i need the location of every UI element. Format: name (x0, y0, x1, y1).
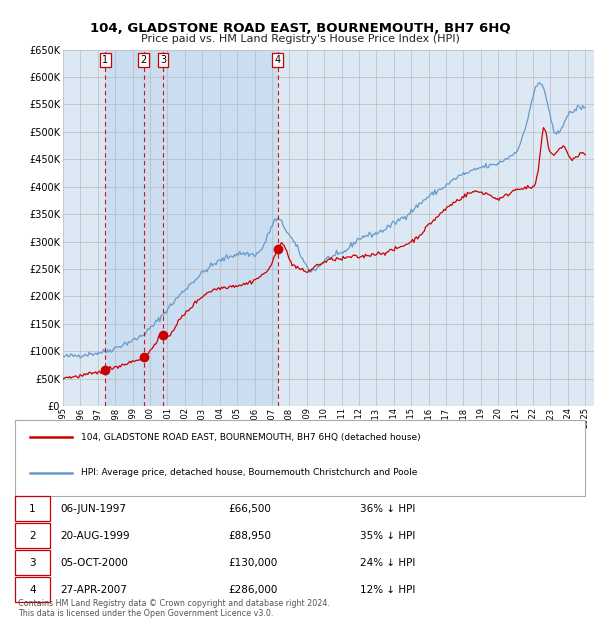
Text: 2: 2 (29, 531, 36, 541)
Text: 104, GLADSTONE ROAD EAST, BOURNEMOUTH, BH7 6HQ (detached house): 104, GLADSTONE ROAD EAST, BOURNEMOUTH, B… (81, 433, 421, 441)
Text: 4: 4 (29, 585, 36, 595)
FancyBboxPatch shape (15, 497, 50, 521)
Text: £88,950: £88,950 (228, 531, 271, 541)
Text: HPI: Average price, detached house, Bournemouth Christchurch and Poole: HPI: Average price, detached house, Bour… (81, 468, 418, 477)
Text: £66,500: £66,500 (228, 504, 271, 514)
Text: Contains HM Land Registry data © Crown copyright and database right 2024.
This d: Contains HM Land Registry data © Crown c… (18, 598, 330, 618)
Text: 05-OCT-2000: 05-OCT-2000 (60, 558, 128, 568)
Text: 36% ↓ HPI: 36% ↓ HPI (360, 504, 415, 514)
Bar (106, 50, 278, 406)
Text: 06-JUN-1997: 06-JUN-1997 (60, 504, 126, 514)
Text: 35% ↓ HPI: 35% ↓ HPI (360, 531, 415, 541)
FancyBboxPatch shape (15, 551, 50, 575)
Text: 104, GLADSTONE ROAD EAST, BOURNEMOUTH, BH7 6HQ: 104, GLADSTONE ROAD EAST, BOURNEMOUTH, B… (89, 22, 511, 35)
Text: 4: 4 (274, 55, 281, 65)
Text: Price paid vs. HM Land Registry's House Price Index (HPI): Price paid vs. HM Land Registry's House … (140, 34, 460, 44)
Text: £130,000: £130,000 (228, 558, 277, 568)
Text: 24% ↓ HPI: 24% ↓ HPI (360, 558, 415, 568)
Text: 20-AUG-1999: 20-AUG-1999 (60, 531, 130, 541)
FancyBboxPatch shape (15, 523, 50, 548)
Text: 2: 2 (140, 55, 147, 65)
FancyBboxPatch shape (15, 420, 585, 497)
Text: 3: 3 (29, 558, 36, 568)
FancyBboxPatch shape (15, 577, 50, 603)
Text: 1: 1 (29, 504, 36, 514)
Text: 12% ↓ HPI: 12% ↓ HPI (360, 585, 415, 595)
Text: 1: 1 (103, 55, 109, 65)
Text: £286,000: £286,000 (228, 585, 277, 595)
Text: 27-APR-2007: 27-APR-2007 (60, 585, 127, 595)
Text: 3: 3 (160, 55, 166, 65)
